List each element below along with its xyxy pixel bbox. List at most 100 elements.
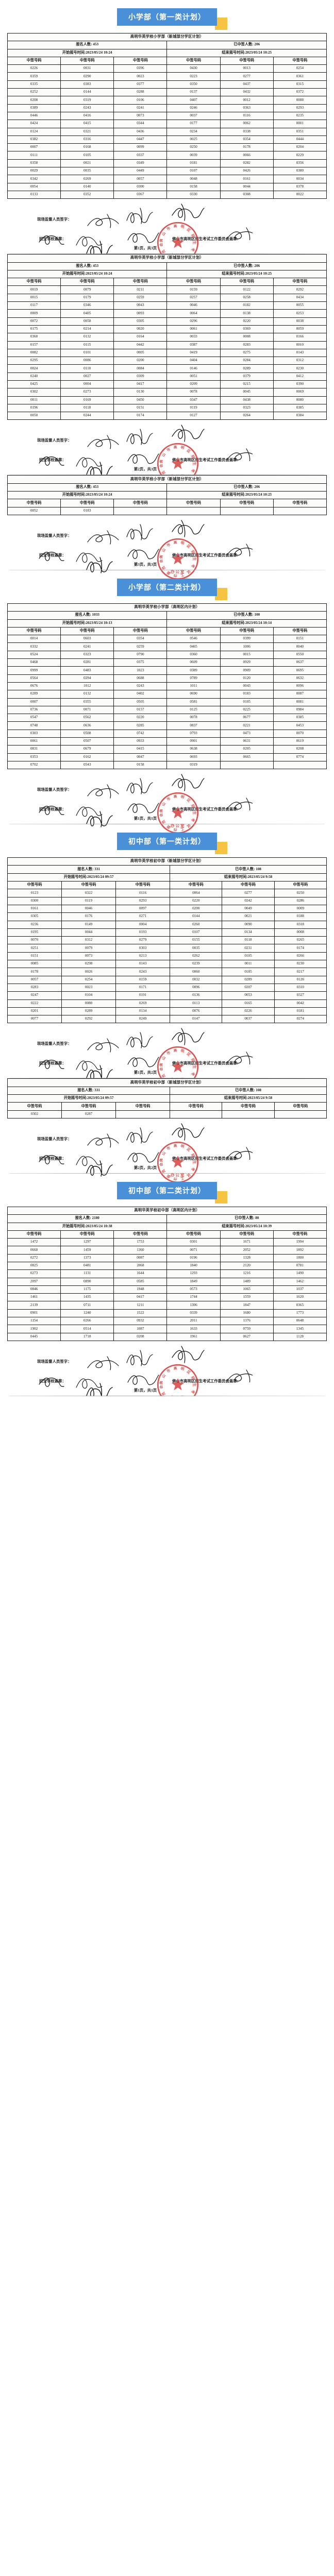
lottery-number-cell: 0119 [166,403,221,413]
lottery-number-cell: 0157 [113,705,168,715]
lottery-number-cell: 0045 [220,388,274,397]
lottery-number-cell: 0084 [113,364,168,373]
lottery-number-cell: 0321 [60,127,114,136]
lottery-number-cell: 0250 [274,889,327,897]
end-time-cell: 结束摇号时间:2023/05/24 9:58 [170,873,327,882]
lottery-number-cell: 0648 [273,1317,327,1326]
svg-text:明: 明 [180,224,185,230]
lottery-number-cell: 0290 [60,72,114,81]
lottery-number-cell: 0390 [273,380,327,389]
column-header: 中签号码 [222,1102,275,1111]
lottery-number-cell: 0383 [60,80,114,89]
table-row: 0014 0603 0354 0546 0399 0151 [7,635,327,643]
lottery-number-cell: 0564 [7,674,61,683]
table-row: 0123 0322 0116 0064 0277 0250 [7,889,327,897]
lottery-number-cell: 0308 [220,190,274,199]
lottery-number-cell: 0159 [166,285,221,294]
lottery-number-cell: 1490 [273,1269,327,1278]
lottery-number-cell: 1773 [273,1309,327,1318]
table-row: 2097 0890 0585 1849 1489 1462 [7,1277,327,1286]
lottery-number-cell: 0447 [113,135,168,144]
lottery-number-cell: 0514 [60,1325,114,1333]
lottery-number-cell: 0929 [220,658,274,667]
lottery-number-cell: 0253 [273,309,327,318]
table-row: 0054 0140 0300 0158 0044 0378 [7,182,327,191]
handwritten-signature [171,1122,216,1144]
lottery-number-cell: 0305 [7,912,62,921]
lottery-page: 高明华英学校小学部（新城部分学区计划） 报名人数: 453 已中签人数: 206… [0,475,334,580]
column-header: 中签号码 [7,278,61,286]
lottery-number-cell: 0178 [7,968,62,976]
lottery-number-cell: 0679 [60,745,114,754]
supervisor-signature-label: 现场监督人员签字： [37,1041,72,1046]
lottery-number-cell: 0483 [60,666,114,675]
lottery-number-cell: 0632 [273,674,327,683]
table-row: 0024 0110 0084 0146 0289 0230 [7,364,327,373]
lottery-number-cell: 1175 [60,1285,114,1294]
plan-section: 小学部（第一类计划） 高明华英学校小学部（新城部分学区计划） 报名人数: 453… [0,0,334,580]
table-count-row: 报名人数: 1033 已中签人数: 100 [7,611,327,620]
lottery-number-cell: 0269 [115,999,171,1008]
svg-text:市: 市 [166,1368,172,1374]
lottery-number-cell: 0136 [170,991,223,1000]
lottery-number-cell: 0335 [7,80,61,89]
winners-cell: 已中签人数: 206 [166,41,327,49]
lottery-number-cell: 0266 [60,1317,114,1326]
column-header: 中签号码 [7,1102,62,1111]
lottery-number-cell: 0020 [113,325,168,334]
table-title-row: 高明华英学校初中部（新城部分学区计划） [7,857,327,866]
lottery-number-cell: 0086 [60,357,114,365]
lottery-number-cell: 1620 [273,1293,327,1302]
end-time-cell: 结束摇号时间:2023/05/24 9:58 [170,1094,327,1103]
lottery-number-cell: 0134 [115,1007,171,1016]
lottery-number-cell: 0289 [222,975,275,984]
lottery-number-cell: 0339 [166,1309,221,1318]
plan-section: 小学部（第二类计划） 高明华英学校小学部（高明区内计划） 报名人数: 1033 … [0,570,334,834]
lottery-number-cell: 0562 [60,714,114,722]
page-footer: 第2页，共2页 [7,1165,327,1171]
svg-text:区: 区 [186,449,192,454]
lottery-number-cell: 0450 [113,396,168,404]
table-row: 0446 0416 0073 0037 0116 0235 [7,111,327,121]
lottery-number-cell: 0185 [222,968,275,976]
svg-text:市: 市 [166,1145,172,1151]
lottery-number-cell: 0042 [274,999,327,1008]
column-header: 中签号码 [7,56,61,65]
lottery-number-cell: 0126 [274,975,327,984]
lottery-number-cell: 0007 [7,698,61,706]
lottery-number-cell: 0365 [273,1301,327,1310]
lottery-number-cell: 0251 [7,944,62,953]
lottery-number-cell: 0444 [273,135,327,144]
committee-seal-label: 佛山市高明区招生考试工作委员会盖章: [172,807,239,812]
table-row: 0302 0273 0130 0078 0045 0069 [7,388,327,397]
lottery-number-cell: 1718 [60,1332,114,1341]
lottery-number-cell: 0011 [222,960,275,969]
svg-text:高: 高 [173,540,177,545]
table-count-row: 报名人数: 453 已中签人数: 206 [7,41,327,49]
table-row: 0178 0026 0243 0060 0185 0217 [7,968,327,976]
lottery-number-cell: 1961 [166,1332,221,1341]
lottery-number-cell: 0158 [113,760,168,770]
lottery-number-cell: 0351 [273,127,327,136]
lottery-number-cell: 0217 [274,968,327,976]
lottery-number-cell: 0161 [7,904,62,913]
lottery-number-cell: 1744 [166,1293,221,1302]
lottery-number-cell: 0404 [166,357,221,365]
lottery-number-cell: 0702 [7,760,61,770]
lottery-number-cell: 0300 [113,182,168,191]
lottery-number-cell: 1360 [113,1246,168,1255]
applicants-cell: 报名人数: 453 [7,262,168,270]
lottery-number-cell: 1948 [113,1285,168,1294]
lottery-number-cell: 0230 [274,960,327,969]
svg-text:佛: 佛 [159,460,164,464]
lottery-number-cell: 0693 [166,753,221,761]
lottery-number-cell: 0010 [273,341,327,349]
winners-cell: 已中签人数: 80 [166,1214,327,1223]
table-row: 0702 0543 0158 0319 [7,760,327,770]
lottery-number-cell: 0105 [222,952,275,961]
lottery-number-cell: 0274 [274,1015,327,1024]
lottery-number-cell: 0171 [115,983,171,992]
lottery-number-cell: 0315 [273,80,327,89]
lottery-number-cell: 0399 [220,635,274,643]
column-header: 中签号码 [166,626,221,636]
